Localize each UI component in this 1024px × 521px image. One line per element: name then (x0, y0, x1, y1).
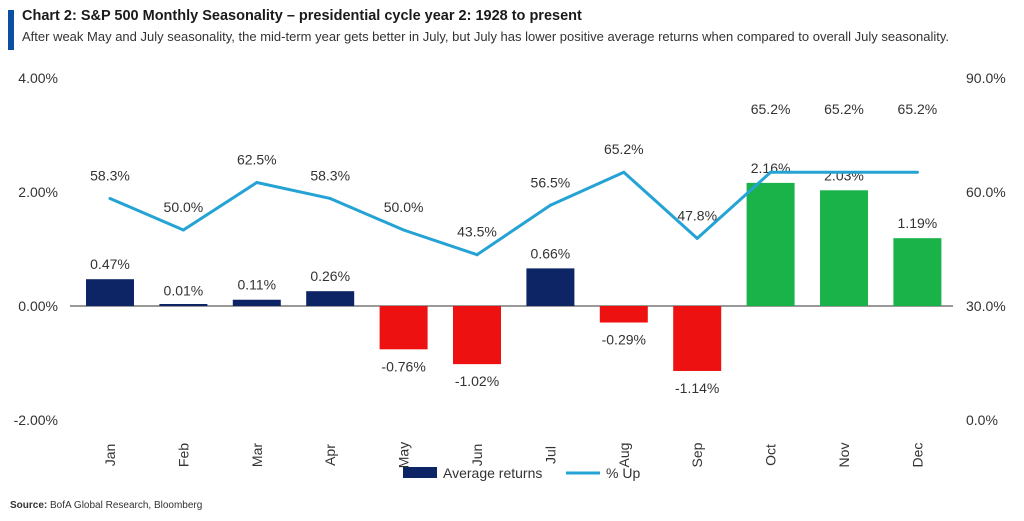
bar-data-label: 2.03% (824, 167, 864, 183)
pct-up-point-jul (548, 203, 552, 207)
pct-up-point-mar (255, 181, 259, 184)
bar-data-label: 0.11% (237, 277, 276, 293)
bar-apr (306, 291, 355, 306)
line-data-label: 50.0% (384, 199, 424, 215)
legend-line-label: % Up (606, 465, 640, 481)
bar-nov (820, 190, 868, 306)
line-data-label: 58.3% (310, 167, 350, 183)
bar-data-label: 0.26% (310, 268, 350, 284)
legend-bar-swatch (403, 467, 437, 478)
bar-data-label: 0.01% (164, 282, 204, 298)
bar-may (379, 306, 428, 350)
x-category-label: May (396, 442, 412, 468)
y-right-tick-label: 90.0% (966, 70, 1006, 86)
bar-oct (746, 182, 795, 306)
bar-dec (893, 238, 942, 306)
x-category-label: Oct (763, 444, 779, 466)
x-category-label: Jul (542, 446, 558, 464)
y-right-tick-label: 30.0% (966, 298, 1006, 314)
bar-data-label: -0.76% (381, 358, 425, 374)
pct-up-point-nov (842, 170, 846, 174)
line-data-label: 65.2% (751, 101, 791, 117)
pct-up-point-jan (108, 196, 112, 200)
pct-up-point-may (402, 228, 406, 232)
bar-data-label: -1.02% (455, 373, 499, 389)
x-category-label: Nov (836, 443, 852, 468)
y-left-tick-label: -2.00% (14, 412, 58, 428)
line-data-label: 65.2% (824, 101, 864, 117)
pct-up-point-aug (622, 170, 626, 174)
line-data-label: 58.3% (90, 167, 130, 183)
source-text: BofA Global Research, Bloomberg (50, 500, 203, 511)
y-right-tick-label: 60.0% (966, 184, 1006, 200)
y-left-tick-label: 2.00% (18, 184, 58, 200)
x-category-label: Jan (102, 444, 118, 467)
bar-sep (673, 306, 722, 371)
y-left-tick-label: 0.00% (18, 298, 58, 314)
bar-feb (159, 304, 208, 306)
line-data-label: 65.2% (898, 101, 938, 117)
bar-jun (453, 306, 501, 365)
line-data-label: 62.5% (237, 152, 277, 168)
bar-data-label: 0.66% (531, 245, 571, 261)
chart-subtitle: After weak May and July seasonality, the… (22, 29, 950, 44)
bar-mar (232, 299, 281, 306)
x-category-label: Dec (909, 443, 925, 468)
bar-aug (599, 306, 648, 323)
pct-up-point-apr (328, 196, 332, 200)
y-right-tick-label: 0.0% (966, 412, 998, 428)
pct-up-point-jun (475, 253, 479, 257)
bar-jul (526, 268, 575, 306)
x-category-label: Aug (616, 443, 632, 468)
source-label: Source: (10, 500, 48, 511)
x-category-label: Feb (175, 443, 191, 467)
bar-data-label: 0.47% (90, 256, 130, 272)
pct-up-point-dec (915, 170, 919, 174)
x-category-label: Mar (249, 443, 265, 467)
line-data-label: 56.5% (531, 174, 571, 190)
chart-title: Chart 2: S&P 500 Monthly Seasonality – p… (22, 8, 582, 24)
line-data-label: 47.8% (677, 207, 717, 223)
bar-data-label: -0.29% (602, 332, 646, 348)
x-category-label: Jun (469, 444, 485, 467)
pct-up-point-feb (181, 228, 185, 232)
x-category-label: Apr (322, 444, 338, 466)
bar-data-label: 1.19% (898, 215, 938, 231)
y-left-tick-label: 4.00% (18, 70, 58, 86)
pct-up-line (109, 170, 918, 257)
legend-bar-label: Average returns (443, 465, 542, 481)
pct-up-point-oct (769, 170, 773, 174)
line-data-label: 50.0% (164, 199, 204, 215)
bar-jan (86, 279, 134, 306)
pct-up-point-sep (695, 236, 699, 240)
line-data-label: 43.5% (457, 224, 497, 240)
bar-data-label: -1.14% (675, 380, 719, 396)
header-accent-bar (8, 10, 14, 50)
line-data-label: 65.2% (604, 141, 644, 157)
x-category-label: Sep (689, 442, 705, 467)
source-note: Source: BofA Global Research, Bloomberg (10, 500, 202, 511)
